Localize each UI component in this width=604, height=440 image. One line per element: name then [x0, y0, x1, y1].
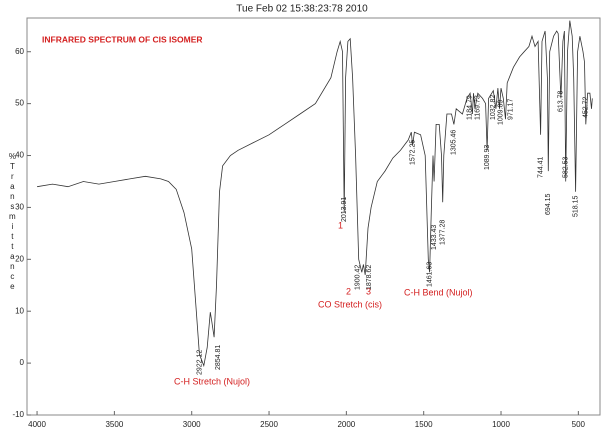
x-tick-label: 1500 — [415, 420, 433, 429]
y-tick-label: 40 — [15, 151, 24, 160]
peak-label: 2013.91 — [341, 197, 348, 222]
y-tick-label: -10 — [12, 410, 24, 419]
peak-label: 1461.63 — [426, 262, 433, 287]
chart-title: INFRARED SPECTRUM OF CIS ISOMER — [42, 34, 203, 44]
spectrum-line — [37, 20, 593, 368]
x-tick-label: 1000 — [492, 420, 510, 429]
peak-label: 1184.79 — [466, 95, 473, 120]
y-tick-label: 50 — [15, 99, 24, 108]
peak-label: 613.78 — [558, 90, 565, 112]
x-tick-label: 4000 — [28, 420, 46, 429]
annotation: 1 — [338, 220, 343, 230]
x-tick-label: 500 — [572, 420, 586, 429]
y-tick-label: 20 — [15, 254, 24, 263]
peak-label: 1878.62 — [366, 265, 373, 290]
x-tick-label: 3000 — [183, 420, 201, 429]
peak-label: 694.15 — [545, 193, 552, 215]
y-tick-label: 60 — [15, 47, 24, 56]
x-tick-label: 2000 — [337, 420, 355, 429]
peak-label: 1032.82 — [490, 95, 497, 120]
peak-label: 1009.89 — [497, 100, 504, 125]
header: Tue Feb 02 15:38:23:78 2010 — [236, 4, 368, 15]
peak-label: 2922.12 — [197, 350, 204, 375]
y-axis-label: %Transmittance — [8, 152, 17, 292]
peak-label: 971.17 — [507, 98, 514, 120]
peak-label: 518.15 — [572, 195, 579, 217]
annotation: C-H Bend (Nujol) — [404, 287, 473, 297]
annotation: C-H Stretch (Nujol) — [174, 376, 250, 386]
x-tick-label: 3500 — [105, 420, 123, 429]
peak-label: 1433.43 — [431, 225, 438, 250]
plot-frame — [26, 17, 601, 416]
x-tick-label: 2500 — [260, 420, 278, 429]
peak-label: 1900.42 — [355, 265, 362, 290]
peak-label: 1089.93 — [484, 145, 491, 170]
annotation: CO Stretch (cis) — [318, 299, 382, 309]
y-tick-label: 0 — [20, 358, 25, 367]
peak-label: 1377.28 — [440, 220, 447, 245]
peak-label: 1169.73 — [475, 95, 482, 120]
peak-label: 452.72 — [583, 96, 590, 118]
annotation: 2 — [346, 286, 351, 296]
y-tick-label: 30 — [15, 203, 24, 212]
annotation: 3 — [366, 286, 371, 296]
peak-label: 1572.25 — [409, 140, 416, 165]
y-tick-label: 10 — [15, 306, 24, 315]
peak-label: 2854.81 — [215, 345, 222, 370]
peak-label: 744.41 — [537, 156, 544, 178]
peak-label: 582.53 — [562, 156, 569, 178]
peak-label: 1305.46 — [451, 130, 458, 155]
